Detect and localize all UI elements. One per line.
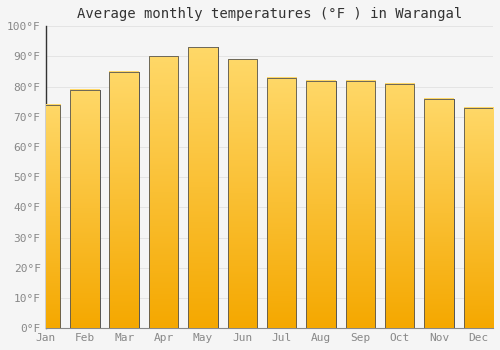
Bar <box>70 90 100 328</box>
Bar <box>267 78 296 328</box>
Bar <box>149 56 178 328</box>
Bar <box>464 108 493 328</box>
Bar <box>424 99 454 328</box>
Bar <box>188 47 218 328</box>
Bar <box>149 56 178 328</box>
Bar <box>31 105 60 328</box>
Bar <box>346 80 375 328</box>
Bar <box>385 84 414 328</box>
Bar <box>464 108 493 328</box>
Bar <box>228 60 257 328</box>
Bar <box>306 80 336 328</box>
Title: Average monthly temperatures (°F ) in Warangal: Average monthly temperatures (°F ) in Wa… <box>76 7 462 21</box>
Bar <box>346 80 375 328</box>
Bar <box>385 84 414 328</box>
Bar <box>267 78 296 328</box>
Bar <box>228 60 257 328</box>
Bar <box>110 71 139 328</box>
Bar <box>110 71 139 328</box>
Bar <box>306 80 336 328</box>
Bar <box>31 105 60 328</box>
Bar <box>70 90 100 328</box>
Bar <box>424 99 454 328</box>
Bar <box>188 47 218 328</box>
